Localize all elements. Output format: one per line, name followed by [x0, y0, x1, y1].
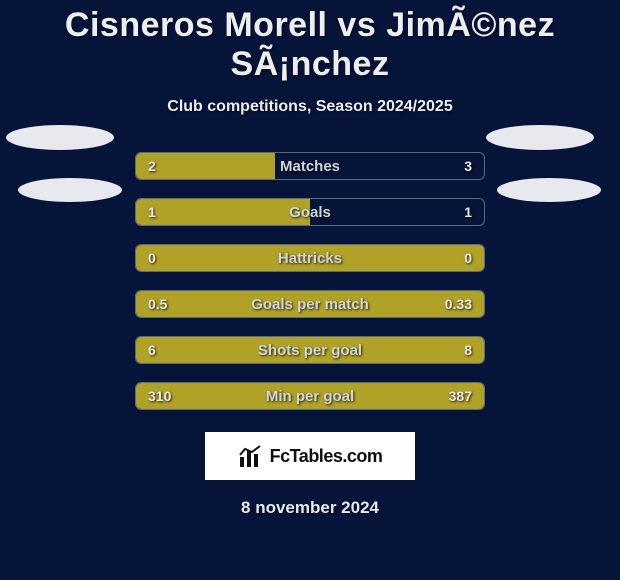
stat-row: 6Shots per goal8: [135, 336, 485, 364]
stat-value-left: 2: [148, 153, 156, 179]
player-marker-ellipse: [6, 125, 114, 150]
stat-value-left: 1: [148, 199, 156, 225]
fctables-logo: FcTables.com: [205, 432, 415, 480]
chart-icon: [238, 445, 264, 467]
stat-value-left: 0.5: [148, 291, 167, 317]
stat-row: 2Matches3: [135, 152, 485, 180]
stat-bar-left: [136, 383, 484, 409]
stat-value-right: 8: [464, 337, 472, 363]
stat-value-right: 1: [464, 199, 472, 225]
stat-value-right: 387: [449, 383, 472, 409]
stat-row: 1Goals1: [135, 198, 485, 226]
footer-date: 8 november 2024: [0, 498, 620, 518]
stat-value-left: 6: [148, 337, 156, 363]
stat-row: 0.5Goals per match0.33: [135, 290, 485, 318]
stat-value-right: 3: [464, 153, 472, 179]
logo-text: FcTables.com: [270, 446, 383, 467]
stat-value-right: 0: [464, 245, 472, 271]
stat-bar-left: [136, 245, 484, 271]
stat-row: 310Min per goal387: [135, 382, 485, 410]
player-marker-ellipse: [497, 178, 601, 202]
stat-row: 0Hattricks0: [135, 244, 485, 272]
stat-bar-left: [136, 199, 310, 225]
stat-value-right: 0.33: [445, 291, 472, 317]
stat-value-left: 310: [148, 383, 171, 409]
stat-value-left: 0: [148, 245, 156, 271]
stat-bar-left: [136, 337, 484, 363]
stat-bar-left: [136, 291, 484, 317]
stats-rows: 2Matches3 1Goals1 0Hattricks0 0.5Goals per …: [135, 152, 485, 410]
player-marker-ellipse: [18, 178, 122, 202]
comparison-title: Cisneros Morell vs JimÃ©nez SÃ¡nchez: [0, 0, 620, 84]
comparison-subtitle: Club competitions, Season 2024/2025: [0, 98, 620, 116]
player-marker-ellipse: [486, 125, 594, 150]
stat-bar-left: [136, 153, 275, 179]
